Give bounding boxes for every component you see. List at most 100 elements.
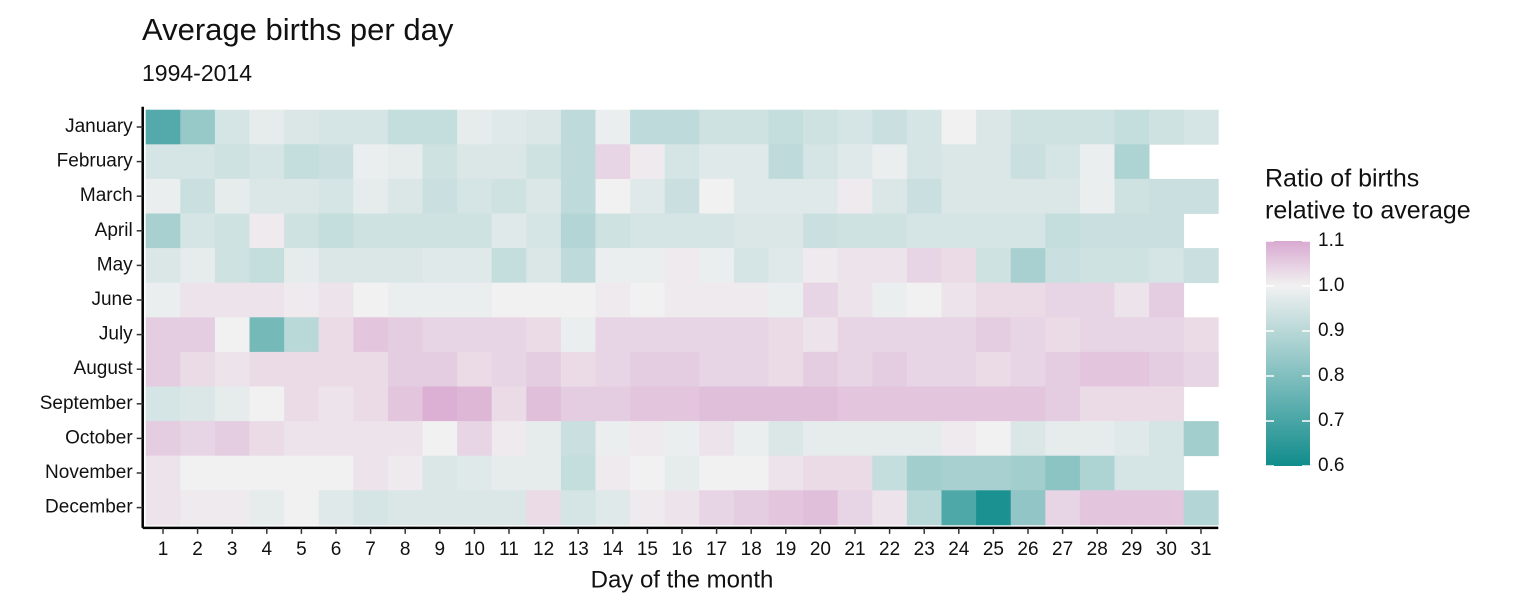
heatmap-cell	[1045, 178, 1081, 214]
heatmap-cell	[387, 282, 423, 318]
heatmap-cell	[837, 109, 873, 145]
heatmap-cell	[387, 317, 423, 353]
heatmap-cell	[526, 282, 562, 318]
heatmap-cell	[664, 109, 700, 145]
heatmap-cell	[422, 455, 458, 491]
heatmap-cell	[1114, 213, 1150, 249]
heatmap-cell	[1079, 490, 1115, 526]
heatmap-cell	[699, 109, 735, 145]
y-tick-label: March	[80, 185, 133, 206]
heatmap-cell	[387, 351, 423, 387]
heatmap-cell	[768, 144, 804, 180]
x-tick-label: 27	[1052, 539, 1073, 560]
heatmap-cell	[318, 421, 354, 457]
heatmap-cell	[1010, 455, 1046, 491]
heatmap-cell	[560, 490, 596, 526]
heatmap-cell	[976, 317, 1012, 353]
heatmap-cell	[284, 421, 320, 457]
heatmap-cell	[1149, 455, 1185, 491]
heatmap-cell	[560, 282, 596, 318]
heatmap-cell	[560, 248, 596, 284]
heatmap-cell	[180, 421, 216, 457]
heatmap-cell	[803, 248, 839, 284]
heatmap-cell	[1183, 109, 1219, 145]
heatmap-cell	[1010, 490, 1046, 526]
heatmap-cell	[353, 455, 389, 491]
heatmap-cell	[145, 213, 181, 249]
heatmap-cell	[803, 213, 839, 249]
heatmap-cell	[180, 386, 216, 422]
heatmap-cell	[733, 421, 769, 457]
x-tick-label: 12	[533, 539, 554, 560]
heatmap-cell	[318, 351, 354, 387]
heatmap-cell	[837, 144, 873, 180]
heatmap-cell	[1183, 490, 1219, 526]
heatmap-cell	[837, 386, 873, 422]
x-tick-label: 14	[602, 539, 624, 560]
heatmap-cell	[837, 282, 873, 318]
heatmap-cell	[457, 455, 493, 491]
y-tick-label: December	[45, 497, 133, 518]
heatmap-cell	[422, 144, 458, 180]
heatmap-cell	[768, 282, 804, 318]
heatmap-cell	[837, 351, 873, 387]
heatmap-cell	[422, 248, 458, 284]
legend-tick-label: 0.8	[1318, 365, 1344, 386]
heatmap-cell	[318, 455, 354, 491]
heatmap-cell	[837, 317, 873, 353]
heatmap-cell	[1010, 386, 1046, 422]
legend-tick-label: 0.9	[1318, 320, 1344, 341]
heatmap-cell	[1149, 351, 1185, 387]
heatmap-cell	[249, 351, 285, 387]
heatmap-cell	[180, 282, 216, 318]
heatmap-cell	[803, 490, 839, 526]
heatmap-cell	[422, 109, 458, 145]
heatmap-cell	[214, 351, 250, 387]
heatmap-cell	[1045, 144, 1081, 180]
heatmap-cell	[145, 178, 181, 214]
heatmap-cell	[1010, 109, 1046, 145]
heatmap-cell	[180, 317, 216, 353]
heatmap-cell	[1114, 351, 1150, 387]
heatmap-cell	[976, 455, 1012, 491]
heatmap-cell	[906, 282, 942, 318]
heatmap-cell	[595, 144, 631, 180]
heatmap-cell	[457, 351, 493, 387]
heatmap-cell	[387, 386, 423, 422]
heatmap-cell	[491, 178, 527, 214]
heatmap-cell	[733, 178, 769, 214]
heatmap-cell	[249, 213, 285, 249]
heatmap-cell	[1149, 421, 1185, 457]
heatmap-cell	[526, 178, 562, 214]
heatmap-cell	[1045, 317, 1081, 353]
heatmap-cell	[699, 178, 735, 214]
heatmap-cell	[1045, 248, 1081, 284]
heatmap-cell	[249, 490, 285, 526]
heatmap-cell	[1079, 144, 1115, 180]
heatmap-cell	[595, 421, 631, 457]
heatmap-cell	[422, 213, 458, 249]
x-tick-label: 16	[671, 539, 692, 560]
heatmap-cell	[941, 178, 977, 214]
heatmap-cell	[145, 317, 181, 353]
heatmap-cell	[976, 248, 1012, 284]
heatmap-cell	[457, 248, 493, 284]
heatmap-cell	[699, 386, 735, 422]
heatmap-cell	[249, 282, 285, 318]
heatmap-cell	[595, 109, 631, 145]
x-tick-label: 7	[365, 539, 376, 560]
heatmap-cell	[422, 490, 458, 526]
heatmap-cell	[387, 490, 423, 526]
heatmap-cell	[803, 178, 839, 214]
heatmap-cell	[214, 178, 250, 214]
heatmap-cell	[491, 421, 527, 457]
heatmap-cell	[457, 213, 493, 249]
heatmap-cell	[872, 248, 908, 284]
heatmap-cell	[630, 317, 666, 353]
heatmap-cell	[1114, 109, 1150, 145]
x-axis-title: Day of the month	[591, 566, 774, 593]
heatmap-cell	[1045, 455, 1081, 491]
x-tick-label: 24	[948, 539, 970, 560]
heatmap-cell	[837, 213, 873, 249]
